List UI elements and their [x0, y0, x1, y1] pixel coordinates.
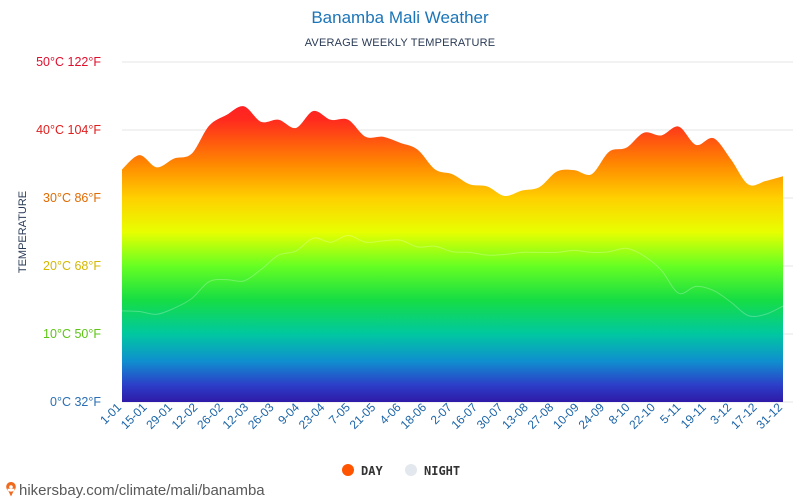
x-tick-label: 18-06 — [398, 400, 430, 432]
legend-item-day[interactable]: DAY — [342, 464, 383, 478]
y-axis-label: TEMPERATURE — [17, 191, 29, 273]
y-tick-label-2: 20°C 68°F — [43, 259, 101, 273]
chart-title: Banamba Mali Weather — [311, 8, 489, 27]
x-tick-label: 21-05 — [347, 400, 379, 432]
y-tick-label-1: 10°C 50°F — [43, 327, 101, 341]
x-tick-label: 26-02 — [194, 400, 226, 432]
x-tick-label: 30-07 — [474, 400, 506, 432]
y-tick-label-0: 0°C 32°F — [50, 395, 101, 409]
x-tick-label: 24-09 — [576, 400, 608, 432]
y-axis-ticks: 0°C 32°F 10°C 50°F 20°C 68°F 30°C 86°F 40°C … — [36, 55, 101, 409]
legend: DAY NIGHT — [342, 464, 460, 478]
legend-night-marker — [405, 464, 417, 476]
y-tick-label-5: 50°C 122°F — [36, 55, 101, 69]
night-temperature-line — [121, 234, 784, 318]
location-pin-dot — [9, 485, 13, 489]
location-pin-icon — [6, 482, 16, 497]
x-tick-label: 12-02 — [169, 400, 201, 432]
x-tick-label: 31-12 — [754, 400, 786, 432]
credit-link[interactable]: hikersbay.com/climate/mali/banamba — [6, 482, 265, 499]
x-tick-label: 13-08 — [499, 400, 531, 432]
credit-text: hikersbay.com/climate/mali/banamba — [19, 482, 265, 499]
x-tick-label: 23-04 — [296, 400, 328, 432]
x-axis-ticks: 1-0115-0129-0112-0226-0212-0326-039-0423… — [97, 400, 785, 432]
y-tick-label-3: 30°C 86°F — [43, 191, 101, 205]
legend-night-label: NIGHT — [424, 464, 460, 478]
night-temperature-area — [122, 235, 783, 402]
x-tick-label: 12-03 — [220, 400, 252, 432]
x-tick-label: 10-09 — [550, 400, 582, 432]
legend-day-label: DAY — [361, 464, 383, 478]
x-tick-label: 26-03 — [245, 400, 277, 432]
y-tick-label-4: 40°C 104°F — [36, 123, 101, 137]
x-tick-label: 29-01 — [143, 400, 175, 432]
x-tick-label: 17-12 — [728, 400, 760, 432]
x-tick-label: 16-07 — [448, 400, 480, 432]
x-tick-label: 15-01 — [118, 400, 150, 432]
chart-subtitle: AVERAGE WEEKLY TEMPERATURE — [305, 37, 496, 49]
x-tick-label: 19-11 — [678, 400, 709, 431]
x-tick-label: 27-08 — [525, 400, 557, 432]
x-tick-label: 22-10 — [626, 400, 658, 432]
legend-item-night[interactable]: NIGHT — [405, 464, 460, 478]
legend-day-marker — [342, 464, 354, 476]
